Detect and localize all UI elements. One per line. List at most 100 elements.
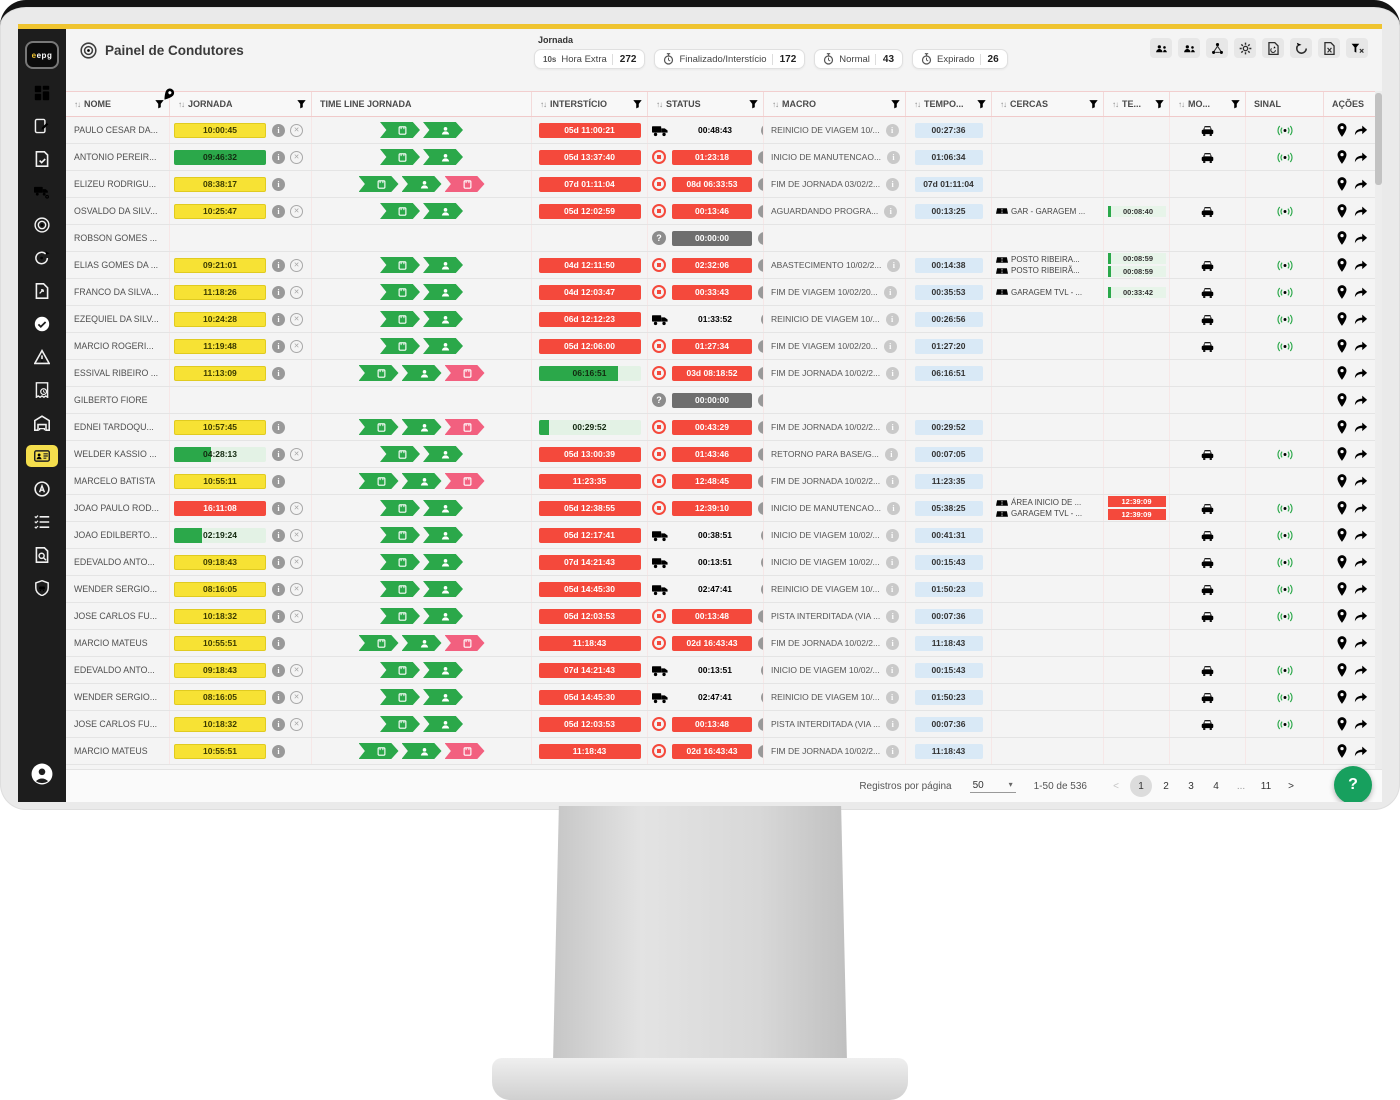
- locate-button[interactable]: [1337, 420, 1347, 434]
- details-button[interactable]: [1354, 476, 1368, 487]
- info-icon[interactable]: i: [886, 177, 900, 191]
- info-icon[interactable]: i: [272, 258, 285, 272]
- info-icon[interactable]: i: [758, 258, 763, 272]
- locate-button[interactable]: [1337, 663, 1347, 677]
- info-icon[interactable]: i: [758, 339, 763, 353]
- page-button-4[interactable]: 4: [1213, 780, 1219, 792]
- info-icon[interactable]: i: [761, 582, 763, 596]
- info-icon[interactable]: i: [758, 420, 763, 434]
- cancel-icon[interactable]: ✕: [290, 717, 303, 731]
- info-icon[interactable]: i: [272, 177, 285, 191]
- info-icon[interactable]: i: [272, 717, 285, 731]
- info-icon[interactable]: i: [758, 501, 763, 515]
- details-button[interactable]: [1354, 179, 1368, 190]
- refresh-button[interactable]: [1290, 38, 1312, 58]
- info-icon[interactable]: i: [886, 420, 900, 434]
- sort-icon[interactable]: ↑↓: [178, 99, 185, 109]
- info-icon[interactable]: i: [272, 582, 285, 596]
- info-icon[interactable]: i: [885, 312, 899, 326]
- page-button-2[interactable]: 2: [1163, 780, 1169, 792]
- export-excel-button[interactable]: [1318, 38, 1340, 58]
- sidebar-item-driver-card[interactable]: [26, 445, 58, 467]
- column-header-jornada[interactable]: ↑↓ JORNADA: [170, 92, 312, 116]
- filter-icon[interactable]: [155, 99, 164, 109]
- page-button-3[interactable]: 3: [1188, 780, 1194, 792]
- details-button[interactable]: [1354, 422, 1368, 433]
- sort-icon[interactable]: ↑↓: [772, 99, 779, 109]
- locate-button[interactable]: [1337, 501, 1347, 515]
- locate-button[interactable]: [1337, 231, 1347, 245]
- info-icon[interactable]: i: [272, 150, 285, 164]
- details-button[interactable]: [1354, 233, 1368, 244]
- column-header-te[interactable]: ↑↓ TE...: [1104, 92, 1170, 116]
- info-icon[interactable]: i: [761, 123, 763, 137]
- cancel-icon[interactable]: ✕: [290, 339, 303, 353]
- account-menu[interactable]: [31, 763, 53, 790]
- details-button[interactable]: [1354, 503, 1368, 514]
- info-icon[interactable]: i: [886, 717, 900, 731]
- details-button[interactable]: [1354, 746, 1368, 757]
- settings-button[interactable]: [1234, 38, 1256, 58]
- table-scrollbar[interactable]: [1375, 91, 1382, 769]
- cancel-icon[interactable]: ✕: [290, 555, 303, 569]
- info-icon[interactable]: i: [886, 636, 900, 650]
- info-icon[interactable]: i: [272, 690, 285, 704]
- locate-button[interactable]: [1337, 744, 1347, 758]
- info-icon[interactable]: i: [761, 663, 763, 677]
- filter-icon[interactable]: [1155, 99, 1164, 109]
- info-icon[interactable]: i: [758, 150, 763, 164]
- sidebar-item-shield-car[interactable]: [26, 577, 58, 599]
- sort-icon[interactable]: ↑↓: [74, 99, 81, 109]
- info-icon[interactable]: i: [885, 582, 899, 596]
- cancel-icon[interactable]: ✕: [290, 690, 303, 704]
- info-icon[interactable]: i: [758, 393, 763, 407]
- locate-button[interactable]: [1337, 285, 1347, 299]
- locate-button[interactable]: [1337, 717, 1347, 731]
- sort-icon[interactable]: ↑↓: [1178, 99, 1185, 109]
- add-drivers-button[interactable]: [1150, 38, 1172, 58]
- info-icon[interactable]: i: [272, 312, 285, 326]
- sidebar-item-alert-triangle[interactable]: [26, 346, 58, 368]
- info-icon[interactable]: i: [886, 366, 900, 380]
- next-page-button[interactable]: >: [1288, 780, 1294, 792]
- locate-button[interactable]: [1337, 204, 1347, 218]
- info-icon[interactable]: i: [272, 447, 285, 461]
- sidebar-item-autopilot[interactable]: [26, 478, 58, 500]
- info-icon[interactable]: i: [883, 339, 897, 353]
- rows-per-page-select[interactable]: 50 ▾: [969, 779, 1016, 793]
- locate-button[interactable]: [1337, 123, 1347, 137]
- page-button-11[interactable]: 11: [1260, 780, 1272, 792]
- locate-button[interactable]: [1337, 474, 1347, 488]
- info-icon[interactable]: i: [885, 528, 899, 542]
- column-header-mo[interactable]: ↑↓ MO...: [1170, 92, 1246, 116]
- locate-button[interactable]: [1337, 447, 1347, 461]
- details-button[interactable]: [1354, 395, 1368, 406]
- prev-page-button[interactable]: <: [1113, 780, 1119, 792]
- info-icon[interactable]: i: [883, 285, 897, 299]
- column-header-nome[interactable]: ↑↓ NOME: [66, 92, 170, 116]
- info-icon[interactable]: i: [272, 663, 285, 677]
- sidebar-item-warehouse[interactable]: [26, 412, 58, 434]
- locate-button[interactable]: [1337, 366, 1347, 380]
- filter-icon[interactable]: [1231, 99, 1240, 109]
- cancel-icon[interactable]: ✕: [290, 123, 303, 137]
- column-header-tempo[interactable]: ↑↓ TEMPO...: [906, 92, 992, 116]
- details-button[interactable]: [1354, 341, 1368, 352]
- cancel-icon[interactable]: ✕: [290, 528, 303, 542]
- info-icon[interactable]: i: [272, 609, 285, 623]
- info-icon[interactable]: i: [272, 204, 285, 218]
- column-header-macro[interactable]: ↑↓ MACRO: [764, 92, 906, 116]
- info-icon[interactable]: i: [761, 528, 763, 542]
- details-button[interactable]: [1354, 530, 1368, 541]
- locate-button[interactable]: [1337, 339, 1347, 353]
- sidebar-item-checklist[interactable]: [26, 511, 58, 533]
- locate-button[interactable]: [1337, 312, 1347, 326]
- details-button[interactable]: [1354, 125, 1368, 136]
- info-icon[interactable]: i: [887, 258, 901, 272]
- info-icon[interactable]: i: [272, 528, 285, 542]
- details-button[interactable]: [1354, 584, 1368, 595]
- cancel-icon[interactable]: ✕: [290, 447, 303, 461]
- cancel-icon[interactable]: ✕: [290, 312, 303, 326]
- details-button[interactable]: [1354, 719, 1368, 730]
- info-icon[interactable]: i: [758, 204, 763, 218]
